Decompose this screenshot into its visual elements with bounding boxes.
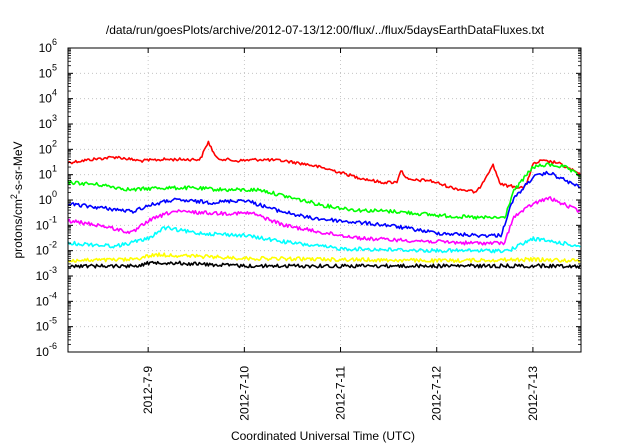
x-tick-label: 2012-7-13 bbox=[526, 366, 540, 421]
chart-title: /data/run/goesPlots/archive/2012-07-13/1… bbox=[106, 23, 545, 37]
y-tick-label: 101 bbox=[39, 164, 57, 182]
y-tick-label: 10-2 bbox=[36, 240, 57, 258]
y-tick-label: 10-3 bbox=[36, 265, 57, 283]
y-tick-label: 102 bbox=[39, 138, 57, 156]
series-line bbox=[67, 162, 581, 220]
ticks bbox=[68, 47, 581, 353]
grid-lines bbox=[68, 48, 581, 352]
x-axis-label: Coordinated Universal Time (UTC) bbox=[231, 429, 415, 443]
x-tick-label: 2012-7-11 bbox=[334, 366, 348, 420]
series-line bbox=[67, 170, 581, 238]
x-tick-label: 2012-7-9 bbox=[141, 366, 155, 414]
series-line bbox=[67, 225, 581, 254]
x-tick-label: 2012-7-12 bbox=[430, 366, 444, 421]
series-line bbox=[67, 140, 581, 194]
y-axis-label: protons/cm2-s-sr-MeV bbox=[9, 141, 25, 258]
y-tick-label: 100 bbox=[39, 189, 57, 207]
series-line bbox=[67, 196, 581, 246]
y-tick-label: 104 bbox=[39, 88, 57, 106]
x-tick-label: 2012-7-10 bbox=[237, 366, 251, 421]
y-tick-label: 10-5 bbox=[36, 316, 57, 334]
y-tick-label: 10-1 bbox=[36, 214, 57, 232]
y-tick-label: 103 bbox=[39, 113, 57, 131]
x-tick-labels: 2012-7-9 2012-7-10 2012-7-11 2012-7-12 2012-… bbox=[141, 366, 540, 421]
series-line bbox=[67, 260, 581, 269]
y-tick-label: 10-4 bbox=[36, 290, 57, 308]
y-tick-label: 106 bbox=[39, 37, 57, 55]
series-layer bbox=[67, 140, 581, 269]
y-tick-labels: 10-6 10-5 10-4 10-3 10-2 10-1 100 101 102 103 104 1… bbox=[36, 37, 57, 359]
y-tick-label: 105 bbox=[39, 62, 57, 80]
y-tick-label: 10-6 bbox=[36, 341, 57, 359]
series-line bbox=[67, 252, 581, 264]
